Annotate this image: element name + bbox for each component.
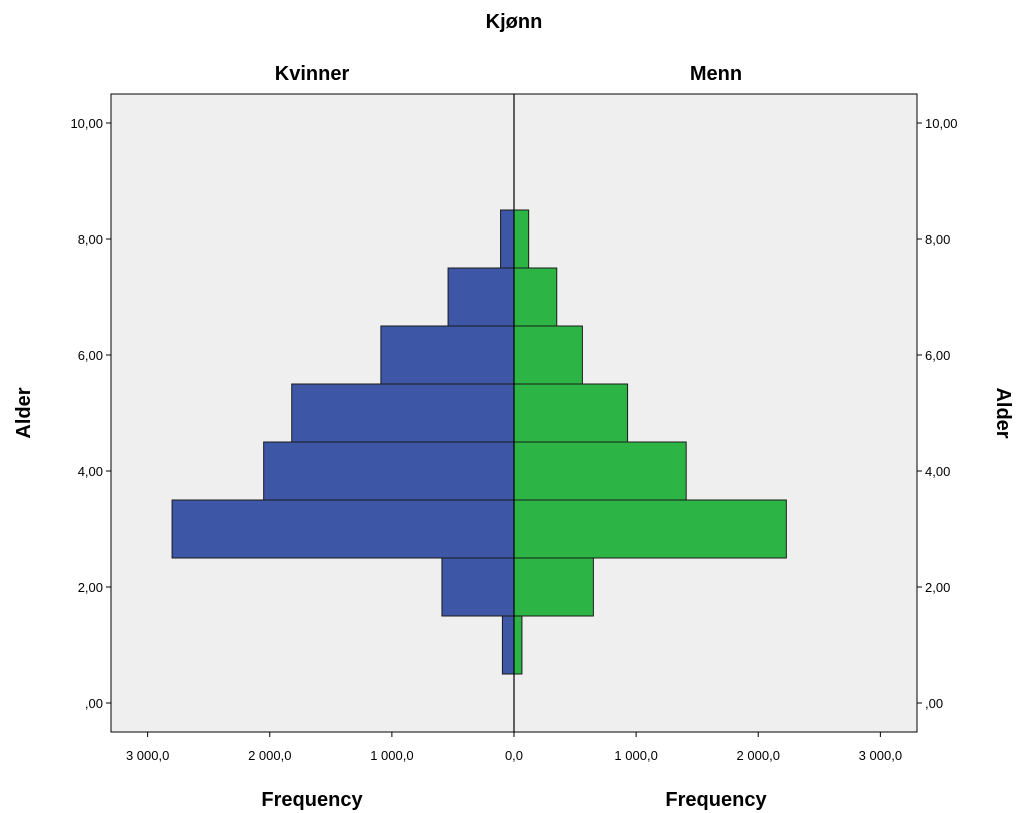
x-ticks-group: 3 000,0 2 000,0 1 000,0 0,0 1 000,0 2 000,0 3 …	[126, 732, 902, 763]
y-tick-label-left: 8,00	[78, 232, 103, 247]
bar-kvinner-2	[171, 499, 515, 559]
right-panel-label: Menn	[690, 63, 742, 85]
right-x-axis-title: Frequency	[665, 789, 767, 811]
bar-kvinner-6	[447, 267, 515, 327]
bar-menn-0	[513, 615, 523, 675]
y-tick-label-right: 4,00	[925, 464, 950, 479]
bars-group	[171, 209, 787, 675]
y-tick-label-right: ,00	[925, 696, 943, 711]
bar-menn-5	[513, 325, 583, 385]
x-tick-label: 0,0	[505, 748, 523, 763]
bar-kvinner-3	[263, 441, 515, 501]
bar-kvinner-4	[291, 383, 515, 443]
x-tick-label: 2 000,0	[737, 748, 780, 763]
y-tick-label-left: ,00	[85, 696, 103, 711]
x-tick-label: 3 000,0	[859, 748, 902, 763]
left-y-axis-title: Alder	[13, 387, 35, 438]
right-y-axis-title: Alder	[992, 387, 1014, 438]
bar-menn-7	[513, 209, 530, 269]
y-tick-label-right: 8,00	[925, 232, 950, 247]
y-tick-label-left: 4,00	[78, 464, 103, 479]
bar-menn-4	[513, 383, 629, 443]
x-tick-label: 2 000,0	[248, 748, 291, 763]
y-tick-label-left: 6,00	[78, 348, 103, 363]
x-tick-label: 1 000,0	[614, 748, 657, 763]
bar-kvinner-7	[500, 209, 515, 269]
y-tick-label-left: 10,00	[70, 116, 103, 131]
bar-menn-1	[513, 557, 594, 617]
left-x-axis-title: Frequency	[261, 789, 363, 811]
y-tick-label-right: 6,00	[925, 348, 950, 363]
y-ticks-group: ,00 ,00 2,00 2,00 4,00 4,00 6,00 6,00 8,00 8,00 10…	[70, 116, 957, 711]
x-tick-label: 3 000,0	[126, 748, 169, 763]
bar-menn-6	[513, 267, 558, 327]
bar-kvinner-5	[380, 325, 515, 385]
chart-title: Kjønn	[486, 11, 543, 33]
bar-kvinner-1	[441, 557, 515, 617]
y-tick-label-right: 2,00	[925, 580, 950, 595]
left-panel-label: Kvinner	[275, 63, 350, 85]
bar-menn-3	[513, 441, 687, 501]
y-tick-label-right: 10,00	[925, 116, 958, 131]
x-tick-label: 1 000,0	[370, 748, 413, 763]
y-tick-label-left: 2,00	[78, 580, 103, 595]
bar-kvinner-0	[501, 615, 515, 675]
bar-menn-2	[513, 499, 787, 559]
